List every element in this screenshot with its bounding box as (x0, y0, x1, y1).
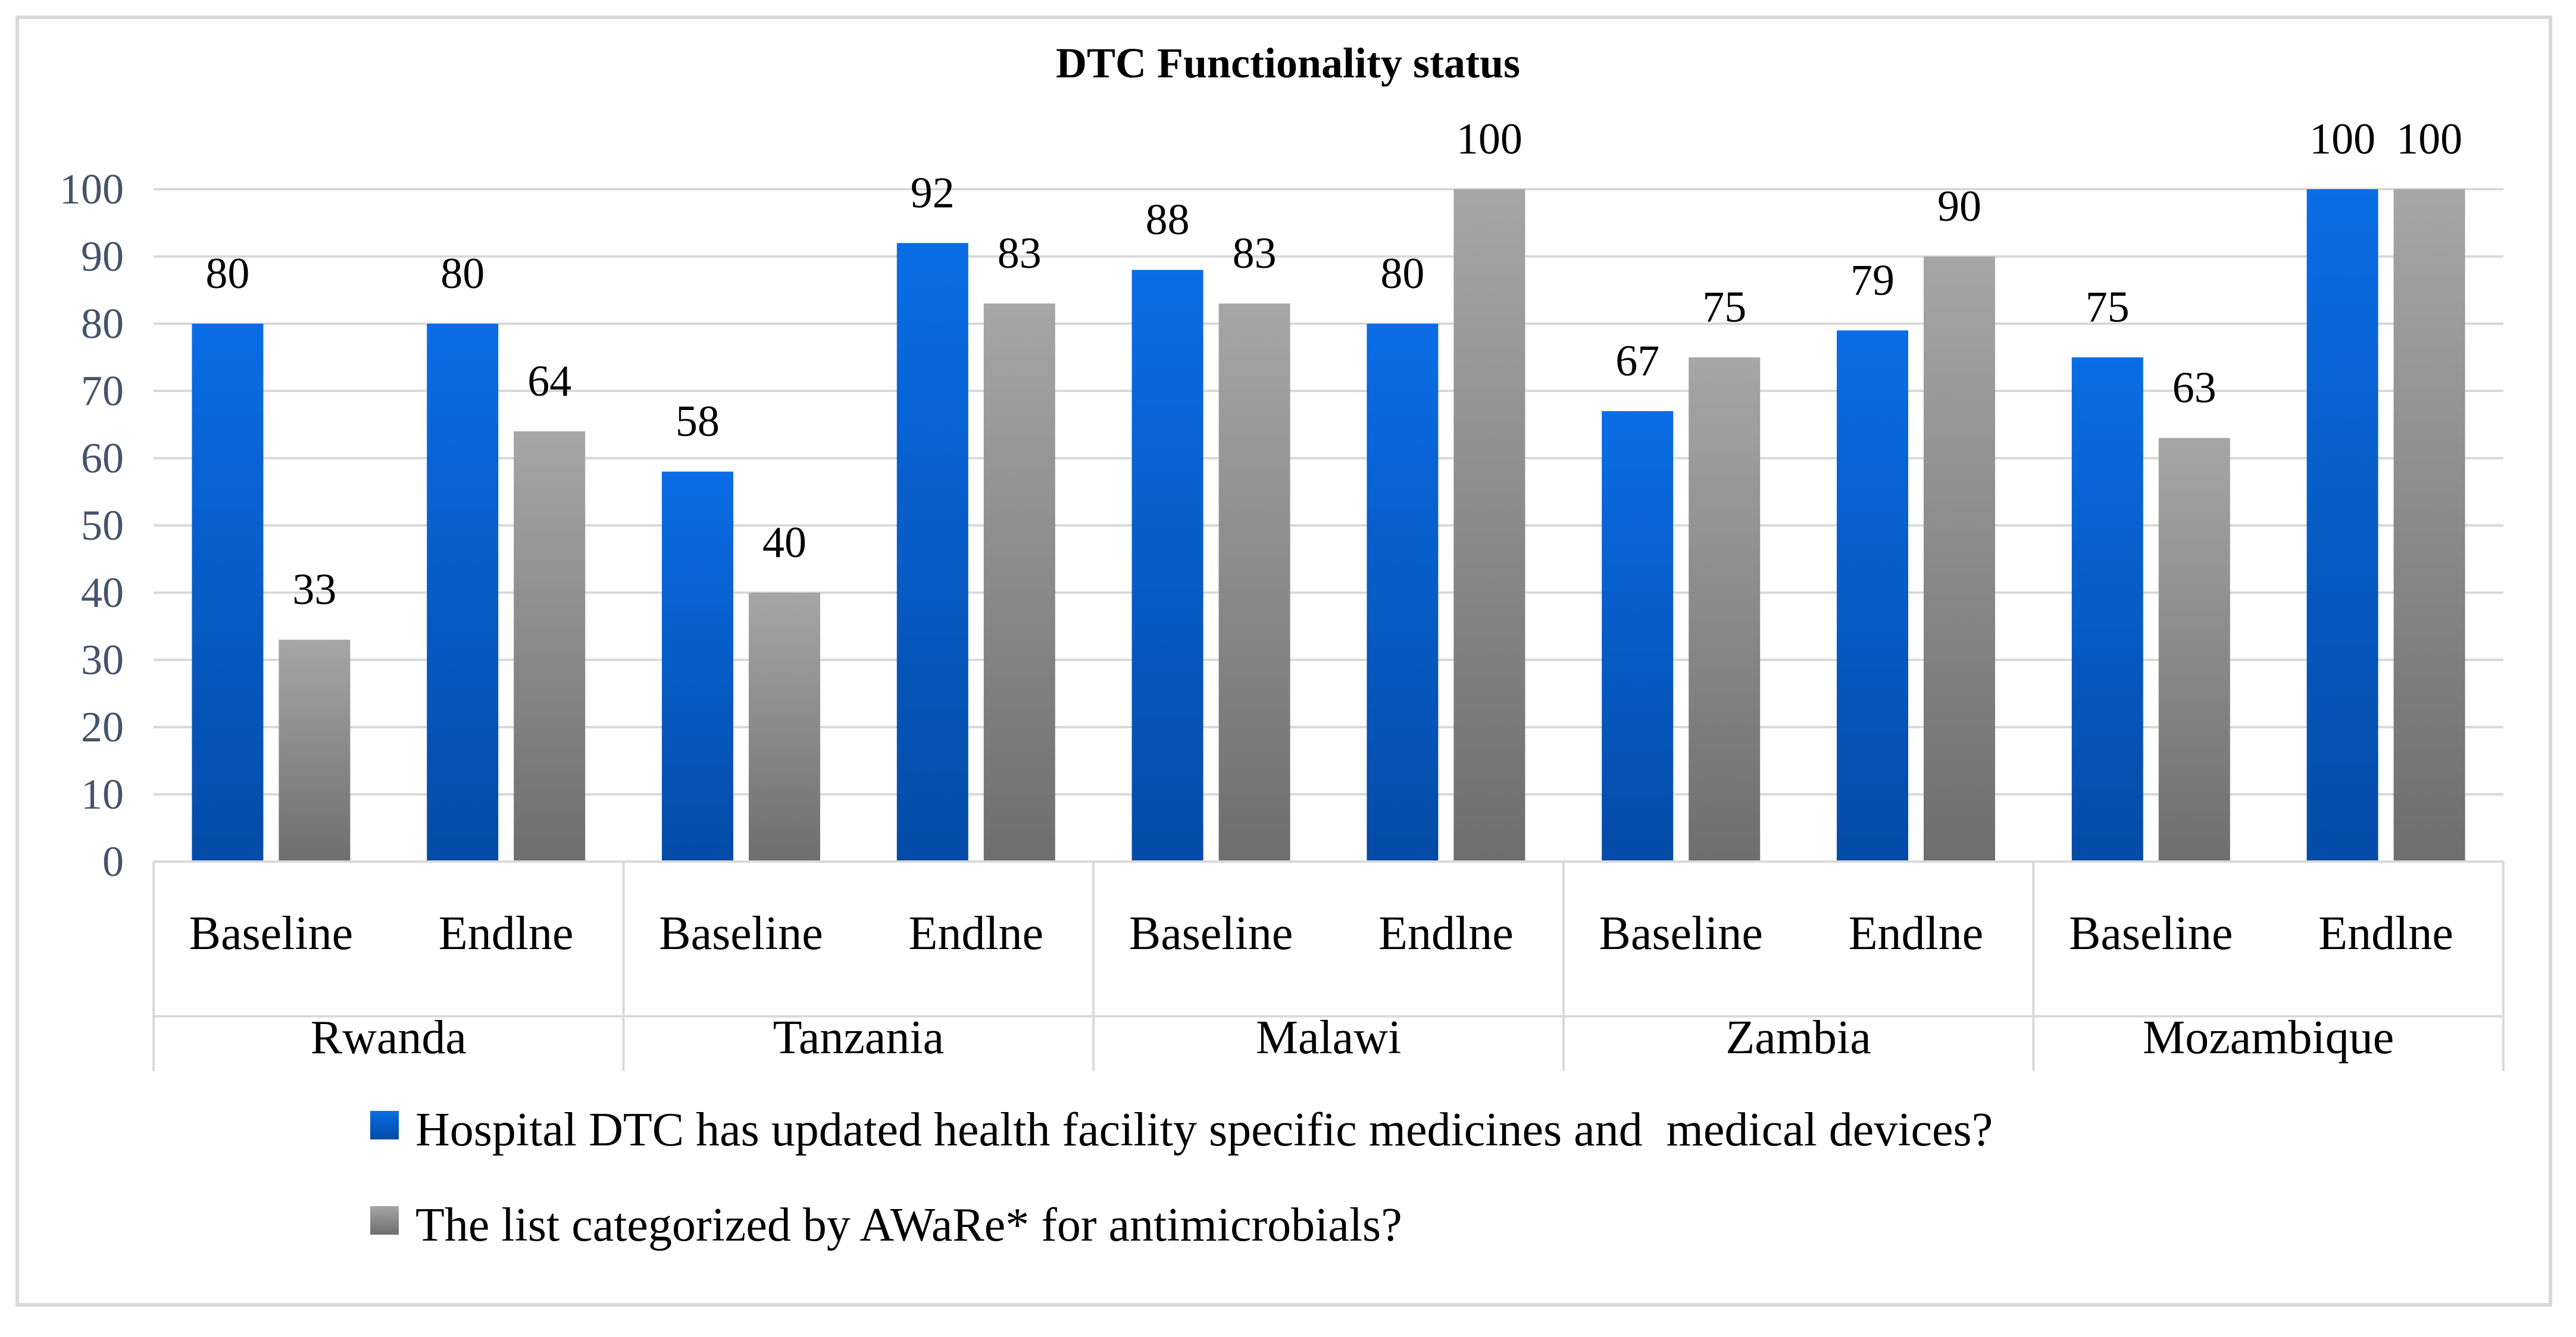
bar-aware-list-0 (279, 640, 351, 862)
gridlines (154, 188, 2503, 863)
x-category-label: Endlne (439, 907, 574, 960)
legend-swatch (370, 1111, 399, 1139)
data-label: 40 (762, 518, 806, 567)
bar-aware-list-8 (2158, 438, 2230, 862)
bar-hospital-dtc-8 (2071, 357, 2143, 862)
bar-hospital-dtc-0 (192, 324, 264, 862)
x-group-label: Zambia (1725, 1012, 1871, 1064)
legend-swatch (370, 1206, 399, 1235)
y-tick-label: 90 (81, 233, 124, 280)
y-tick-label: 80 (81, 300, 124, 347)
legend: Hospital DTC has updated health facility… (370, 1104, 1993, 1251)
data-label: 92 (911, 168, 955, 217)
bar-aware-list-1 (514, 431, 586, 862)
x-category-label: Endlne (1849, 907, 1984, 960)
data-label: 83 (998, 229, 1042, 278)
y-tick-label: 40 (81, 569, 124, 616)
x-category-label: Endlne (1378, 907, 1514, 960)
x-category-label: Baseline (659, 907, 823, 960)
data-label: 88 (1146, 196, 1190, 245)
data-label: 67 (1615, 337, 1659, 386)
bar-aware-list-9 (2393, 189, 2465, 862)
data-label: 100 (2309, 115, 2375, 164)
bar-aware-list-4 (1218, 303, 1290, 862)
bar-aware-list-3 (983, 303, 1055, 862)
chart-title: DTC Functionality status (1056, 39, 1520, 87)
y-tick-label: 0 (102, 838, 124, 885)
x-group-label: Mozambique (2143, 1012, 2394, 1064)
y-tick-label: 10 (81, 771, 124, 818)
data-label: 64 (527, 357, 571, 406)
bar-aware-list-7 (1924, 256, 1995, 862)
x-group-label: Tanzania (773, 1012, 945, 1064)
bar-hospital-dtc-4 (1131, 270, 1203, 862)
bar-hospital-dtc-5 (1367, 324, 1439, 862)
bar-aware-list-2 (749, 593, 820, 862)
data-labels: 80 80 58 92 88 80 67 79 75 100 33 64 40 83 83 100 75 90 63… (205, 115, 2462, 614)
bar-aware-list-5 (1453, 189, 1525, 862)
bar-aware-list-6 (1689, 357, 1761, 862)
y-axis-ticks: 0 10 20 30 40 50 60 70 80 90 100 (60, 165, 124, 885)
bar-hospital-dtc-3 (896, 243, 968, 862)
x-category-label: Endlne (2318, 907, 2453, 960)
bar-hospital-dtc-9 (2306, 189, 2378, 862)
bars (192, 189, 2465, 862)
legend-label: Hospital DTC has updated health facility… (415, 1104, 1993, 1156)
data-label: 83 (1233, 229, 1277, 278)
data-label: 80 (440, 249, 484, 298)
y-tick-label: 100 (60, 165, 124, 213)
x-group-label: Rwanda (311, 1012, 467, 1064)
bar-hospital-dtc-2 (662, 471, 733, 862)
data-label: 80 (1380, 249, 1424, 298)
x-category-label: Baseline (1129, 907, 1293, 960)
x-category-label: Baseline (2069, 907, 2233, 960)
data-label: 80 (205, 249, 249, 298)
x-category-label: Baseline (1599, 907, 1762, 960)
y-tick-label: 70 (81, 367, 124, 415)
data-label: 75 (1702, 283, 1746, 332)
x-group-label: Malawi (1256, 1012, 1401, 1064)
data-label: 100 (2396, 115, 2462, 164)
bar-hospital-dtc-1 (427, 324, 499, 862)
data-label: 79 (1850, 256, 1895, 305)
x-category-label: Baseline (189, 907, 353, 960)
x-axis: Baseline Endlne Baseline Endlne Baseline Endl… (152, 860, 2505, 1071)
data-label: 100 (1456, 115, 1523, 164)
y-tick-label: 30 (81, 636, 124, 684)
data-label: 75 (2086, 283, 2130, 332)
data-label: 58 (676, 397, 720, 446)
y-tick-label: 50 (81, 502, 124, 549)
y-tick-label: 60 (81, 434, 124, 482)
bar-hospital-dtc-7 (1837, 330, 1908, 862)
y-tick-label: 20 (81, 703, 124, 751)
data-label: 33 (292, 565, 336, 614)
data-label: 90 (1937, 182, 1981, 231)
legend-label: The list categorized by AWaRe* for antim… (415, 1199, 1402, 1251)
x-category-label: Endlne (908, 907, 1043, 960)
bar-hospital-dtc-6 (1602, 411, 1674, 862)
data-label: 63 (2172, 364, 2217, 412)
